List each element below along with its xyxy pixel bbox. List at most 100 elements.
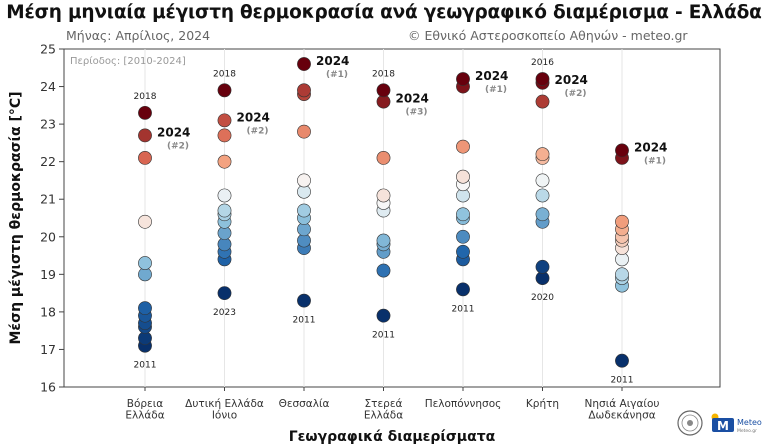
category-label: Δωδεκάνησα (588, 410, 655, 422)
min-year-label: 2011 (293, 316, 316, 326)
data-point (456, 229, 470, 244)
min-year-label: 2011 (611, 376, 634, 386)
data-point (615, 143, 629, 158)
data-point (217, 188, 232, 203)
category-label: Θεσσαλία (279, 398, 330, 410)
y-tick-label: 18 (40, 304, 56, 319)
meteo-logo-name: Meteo (737, 418, 762, 427)
y-tick-label: 22 (40, 154, 56, 169)
category-label: Πελοπόννησος (425, 398, 502, 410)
data-point (615, 353, 629, 368)
data-point (297, 124, 311, 139)
data-point (217, 83, 232, 98)
max-year-label: 2018 (372, 69, 395, 79)
y-tick-label: 19 (40, 267, 56, 282)
category-label: Ελλάδα (364, 410, 403, 422)
data-point (535, 188, 550, 203)
min-year-label: 2023 (213, 308, 236, 318)
data-point (456, 282, 470, 297)
svg-text:M: M (717, 419, 729, 433)
data-point (535, 147, 550, 162)
data-point (376, 233, 391, 248)
plot-frame (63, 48, 721, 388)
highlight-year-label: 2024 (634, 140, 667, 154)
y-tick-label: 21 (40, 192, 56, 207)
data-point (615, 267, 629, 282)
y-tick-label: 20 (40, 229, 56, 244)
y-tick-label: 25 (40, 42, 56, 57)
max-year-label: 2018 (134, 92, 157, 102)
max-year-label: 2016 (531, 58, 554, 68)
category-label: Δυτική Ελλάδα (185, 398, 264, 410)
data-point (376, 83, 391, 98)
y-ticks: 16 17 18 19 20 21 22 23 24 25 (40, 42, 64, 395)
data-point (456, 244, 470, 259)
category-label: Ιόνιο (212, 410, 237, 422)
y-tick-label: 16 (40, 380, 56, 395)
data-point (535, 173, 550, 188)
data-point (376, 263, 391, 278)
data-points (138, 57, 629, 368)
month-label: Μήνας: Απρίλιος, 2024 (66, 28, 211, 43)
y-tick-label: 23 (40, 117, 56, 132)
category-label: Ελλάδα (125, 410, 164, 422)
highlight-year-label: 2024 (475, 69, 508, 83)
data-point (297, 173, 311, 188)
data-point (535, 72, 550, 86)
observatory-seal-icon (677, 410, 703, 436)
highlight-year-label: 2024 (237, 110, 270, 124)
annotations: 2018 2011 2024 (#2) 2018 2023 2024 (#2) 2011 2024… (134, 54, 668, 386)
data-point (297, 57, 311, 71)
data-point (456, 207, 470, 222)
highlight-year-label: 2024 (157, 125, 190, 139)
data-point (217, 113, 232, 128)
meteo-logo: M Meteo Meteo.gr (711, 413, 762, 434)
data-point (456, 169, 470, 184)
data-point (456, 139, 470, 154)
category-label: Βόρεια (127, 398, 164, 410)
copyright-label: © Εθνικό Αστεροσκοπείο Αθηνών - meteo.gr (408, 28, 688, 43)
min-year-label: 2020 (531, 293, 554, 303)
data-point (138, 256, 152, 270)
data-point (217, 154, 232, 169)
highlight-rank-label: (#2) (167, 141, 189, 151)
data-point (217, 286, 232, 301)
data-point (138, 151, 152, 165)
data-point (138, 214, 152, 229)
x-axis-title: Γεωγραφικά διαμερίσματα (289, 429, 496, 445)
data-point (456, 72, 470, 86)
highlight-year-label: 2024 (396, 92, 429, 106)
min-year-label: 2011 (134, 361, 157, 371)
data-point (297, 83, 311, 98)
highlight-rank-label: (#2) (247, 126, 269, 136)
max-year-label: 2018 (213, 69, 236, 79)
highlight-rank-label: (#1) (644, 156, 666, 166)
highlight-rank-label: (#1) (485, 85, 507, 95)
meteo-logo-tagline: Meteo.gr (737, 428, 757, 434)
data-point (297, 293, 311, 308)
highlight-year-label: 2024 (555, 73, 588, 87)
data-point (217, 128, 232, 143)
y-tick-label: 17 (40, 342, 56, 357)
data-point (376, 188, 391, 203)
data-point (615, 214, 629, 229)
chart-title: Μέση μηνιαία μέγιστη θερμοκρασία ανά γεω… (6, 2, 762, 23)
y-tick-label: 24 (40, 79, 56, 94)
highlight-rank-label: (#1) (326, 70, 348, 80)
data-point (535, 207, 550, 222)
category-label: Νησιά Αιγαίου (585, 398, 660, 410)
data-point (297, 203, 311, 218)
category-label: Κρήτη (526, 398, 559, 410)
min-year-label: 2011 (372, 331, 395, 341)
highlight-year-label: 2024 (316, 54, 349, 68)
y-axis-title: Μέση μέγιστη θερμοκρασία [°C] (8, 91, 24, 344)
highlight-rank-label: (#3) (406, 108, 428, 118)
category-label: Στερεά (365, 398, 403, 410)
data-point (217, 203, 232, 218)
data-point (376, 308, 391, 323)
highlight-rank-label: (#2) (565, 89, 587, 99)
data-point (535, 94, 550, 109)
data-point (138, 105, 152, 120)
